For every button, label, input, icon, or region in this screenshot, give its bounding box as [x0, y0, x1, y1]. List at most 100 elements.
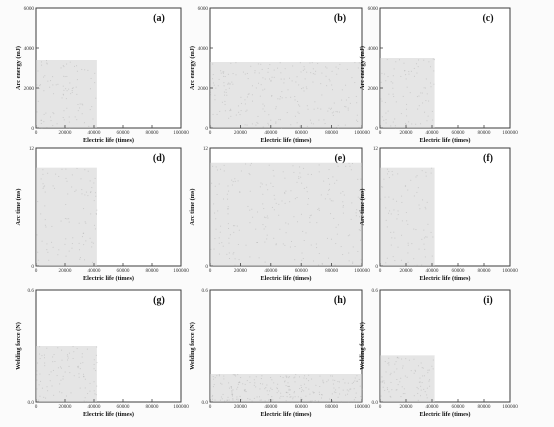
data-point: [236, 396, 238, 398]
data-point: [342, 201, 344, 203]
data-point: [392, 75, 394, 77]
data-point: [342, 191, 344, 193]
data-point: [93, 182, 95, 184]
data-point: [219, 231, 221, 233]
data-point: [342, 378, 344, 380]
data-point: [210, 126, 212, 128]
data-point: [386, 257, 388, 259]
data-point: [420, 92, 422, 94]
data-point: [212, 82, 214, 84]
data-point: [36, 84, 38, 86]
data-point: [41, 355, 43, 357]
data-point: [299, 401, 301, 403]
data-point: [297, 396, 299, 398]
data-point: [339, 63, 341, 65]
data-point: [337, 165, 339, 167]
data-point: [71, 87, 73, 89]
data-point: [406, 376, 408, 378]
data-point: [42, 169, 44, 171]
data-point: [405, 108, 407, 110]
y-tick-label: 0: [31, 264, 34, 270]
data-point: [272, 169, 274, 171]
data-point: [335, 111, 337, 113]
data-point: [227, 208, 229, 210]
data-point: [286, 396, 288, 398]
data-point: [359, 385, 361, 387]
data-point: [264, 261, 266, 263]
data-point: [342, 389, 344, 391]
data-point: [259, 95, 261, 97]
data-point: [41, 127, 43, 129]
y-tick-label: 0: [205, 264, 208, 270]
data-point: [405, 74, 407, 76]
data-point: [351, 162, 353, 164]
data-point: [246, 380, 248, 382]
data-point: [82, 232, 84, 234]
data-point: [397, 210, 399, 212]
data-point: [356, 380, 358, 382]
data-point: [42, 173, 44, 175]
data-point: [279, 98, 281, 100]
data-point: [425, 236, 427, 238]
data-point: [396, 378, 398, 380]
data-point: [273, 69, 275, 71]
data-point: [74, 190, 76, 192]
data-point: [330, 375, 332, 377]
data-point: [296, 197, 298, 199]
data-point: [243, 389, 245, 391]
data-point: [403, 388, 405, 390]
data-point: [268, 124, 270, 126]
data-point: [385, 122, 387, 124]
x-tick-label: 20000: [59, 404, 72, 410]
data-point: [424, 111, 426, 113]
data-point: [418, 95, 420, 97]
data-point: [212, 165, 214, 167]
data-point: [263, 105, 265, 107]
data-point: [294, 246, 296, 248]
data-point: [277, 98, 279, 100]
data-point: [61, 392, 63, 394]
data-point: [385, 119, 387, 121]
data-point: [332, 176, 334, 178]
data-point: [234, 178, 236, 180]
data-point: [212, 398, 214, 400]
data-point: [62, 93, 64, 95]
data-point: [215, 166, 217, 168]
data-point: [229, 110, 231, 112]
data-point: [91, 187, 93, 189]
data-point: [348, 390, 350, 392]
data-point: [330, 200, 332, 202]
data-point: [220, 396, 222, 398]
data-point: [393, 96, 395, 98]
data-point: [285, 400, 287, 402]
chart-panel: 0 20000 40000 60000 80000 100000 0 2000 4000 6000…: [15, 6, 189, 144]
data-point: [234, 264, 236, 266]
data-point: [308, 374, 310, 376]
data-point: [347, 235, 349, 237]
data-point: [214, 238, 216, 240]
data-point: [427, 115, 429, 117]
data-point: [288, 376, 290, 378]
data-point: [428, 100, 430, 102]
data-point: [408, 73, 410, 75]
data-point: [52, 84, 54, 86]
data-point: [296, 181, 298, 183]
data-point: [90, 191, 92, 193]
data-point: [67, 355, 69, 357]
data-point: [257, 82, 259, 84]
data-point: [425, 78, 427, 80]
data-point: [352, 262, 354, 264]
data-point: [265, 184, 267, 186]
data-point: [336, 233, 338, 235]
data-point: [70, 93, 72, 95]
x-tick-label: 40000: [264, 268, 277, 274]
data-point: [230, 386, 232, 388]
data-point: [244, 103, 246, 105]
data-point: [86, 348, 88, 350]
data-point: [84, 194, 86, 196]
data-point: [388, 362, 390, 364]
data-point: [299, 166, 301, 168]
data-region: [380, 167, 435, 266]
data-point: [252, 100, 254, 102]
y-tick-label: 12: [203, 146, 209, 152]
